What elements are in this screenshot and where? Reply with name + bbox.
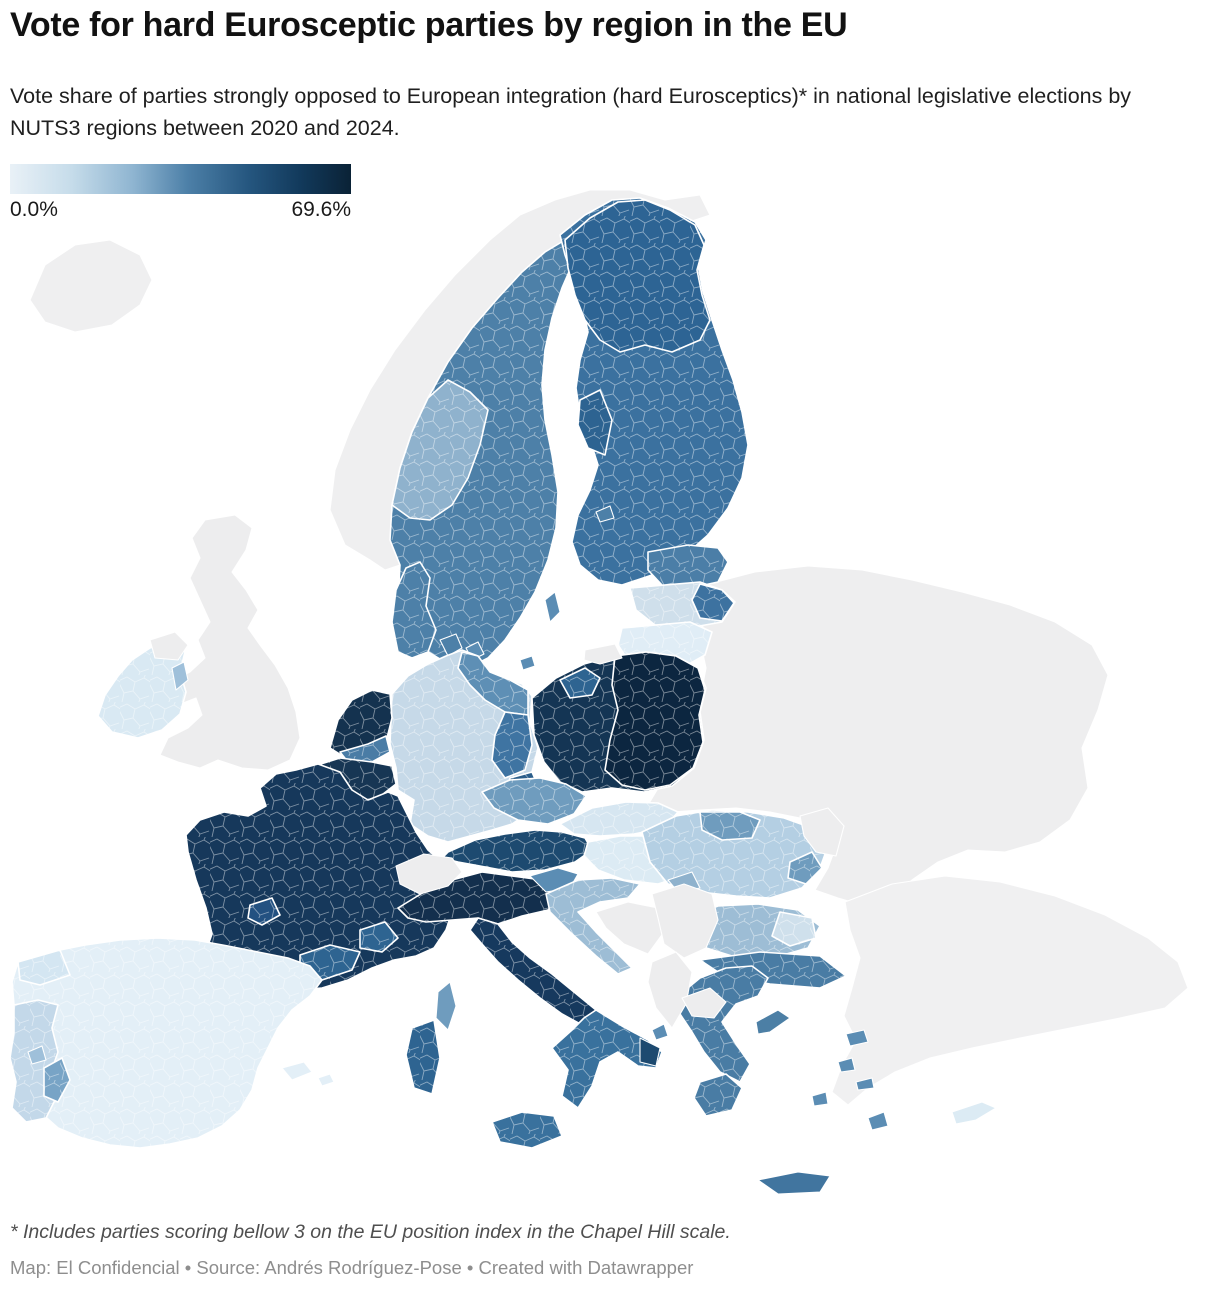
region-corsica[interactable] bbox=[435, 981, 457, 1031]
region-north-macedonia bbox=[681, 987, 727, 1019]
region-turkey bbox=[831, 875, 1189, 1106]
legend-min-label: 0.0% bbox=[10, 198, 58, 221]
page-subtitle: Vote share of parties strongly opposed t… bbox=[10, 84, 1132, 141]
region-poland-east bbox=[604, 651, 706, 791]
region-gotland[interactable] bbox=[544, 591, 561, 623]
region-kaliningrad bbox=[583, 643, 623, 665]
region-samos bbox=[855, 1077, 875, 1091]
region-northern-ireland bbox=[149, 631, 189, 661]
region-serbia bbox=[651, 883, 719, 959]
region-greece-euboea bbox=[755, 1009, 791, 1035]
region-italy-apulia bbox=[639, 1037, 661, 1067]
region-iceland bbox=[29, 239, 153, 333]
page-title: Vote for hard Eurosceptic parties by reg… bbox=[10, 6, 848, 44]
region-greece-mainland[interactable] bbox=[677, 965, 769, 1083]
region-greece-peloponnese[interactable] bbox=[693, 1073, 743, 1117]
region-lesbos bbox=[845, 1029, 869, 1047]
region-rhodes bbox=[867, 1111, 889, 1131]
footnote: * Includes parties scoring bellow 3 on t… bbox=[10, 1221, 731, 1243]
region-aland[interactable] bbox=[595, 505, 615, 523]
region-moldova bbox=[799, 807, 845, 857]
region-portugal-lisbon bbox=[27, 1045, 47, 1065]
region-sardinia[interactable] bbox=[405, 1019, 441, 1095]
color-scale-gradient bbox=[10, 164, 351, 194]
color-scale-labels: 0.0% 69.6% bbox=[10, 198, 351, 222]
region-switzerland bbox=[395, 853, 463, 895]
region-chios bbox=[837, 1057, 856, 1073]
region-bornholm[interactable] bbox=[519, 655, 536, 671]
region-cyprus[interactable] bbox=[951, 1101, 997, 1125]
region-balearic-minorca bbox=[317, 1073, 335, 1087]
region-corfu bbox=[651, 1023, 669, 1041]
region-estonia[interactable] bbox=[647, 544, 729, 589]
region-sicily[interactable] bbox=[491, 1111, 563, 1149]
region-crete[interactable] bbox=[757, 1171, 831, 1195]
legend-max-label: 69.6% bbox=[291, 198, 351, 221]
region-montenegro-albania bbox=[647, 951, 693, 1029]
region-bosnia-herzegovina bbox=[595, 901, 665, 955]
region-ireland-dublin bbox=[171, 661, 189, 691]
attribution-line: Map: El Confidencial • Source: Andrés Ro… bbox=[10, 1257, 694, 1278]
region-cyclades bbox=[811, 1091, 829, 1107]
region-balearic-islands[interactable] bbox=[281, 1061, 313, 1081]
